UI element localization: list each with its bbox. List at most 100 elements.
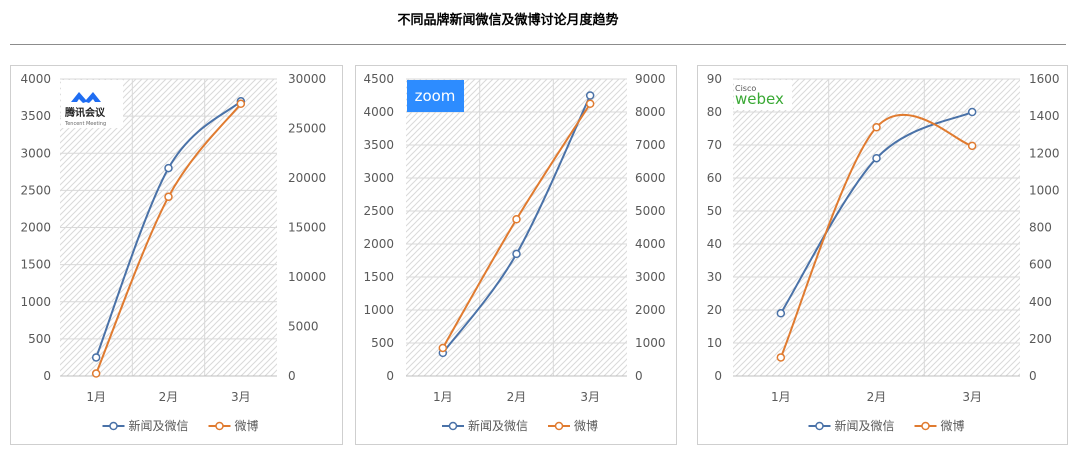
y-right-tick-label: 7000 [635, 138, 666, 152]
series-line-1 [779, 113, 973, 358]
legend-label: 微博 [574, 418, 598, 433]
x-tick-label: 2月 [159, 390, 179, 404]
y-left-tick-label: 20 [707, 303, 722, 317]
y-left-tick-label: 4000 [363, 105, 394, 119]
data-point [438, 343, 448, 353]
data-point [967, 107, 977, 117]
y-right-tick-label: 3000 [635, 270, 666, 284]
x-tick-label: 2月 [507, 390, 527, 404]
y-left-tick-label: 3500 [20, 109, 51, 123]
tencent-meeting-logo: 腾讯会议 Tencent Meeting [61, 80, 123, 128]
y-left-tick-label: 1500 [20, 258, 51, 272]
zoom-logo: zoom [407, 80, 464, 112]
y-right-tick-label: 4000 [635, 237, 666, 251]
x-tick-label: 1月 [433, 390, 453, 404]
y-right-tick-label: 1600 [1029, 72, 1060, 86]
y-right-tick-label: 600 [1029, 258, 1052, 272]
y-left-tick-label: 60 [707, 171, 722, 185]
data-point [967, 141, 977, 151]
chart-panel-tencent: 0 500 1000 1500 2000 2500 3000 3500 4000 0 5000 100… [10, 65, 343, 445]
y-left-tick-label: 30 [707, 270, 722, 284]
y-right-tick-label: 20000 [288, 171, 326, 185]
x-tick-label: 1月 [771, 390, 791, 404]
data-point [91, 369, 101, 378]
y-left-tick-label: 3000 [363, 171, 394, 185]
legend-marker [215, 421, 224, 431]
y-right-tick-label: 10000 [288, 270, 326, 284]
y-right-tick-label: 6000 [635, 171, 666, 185]
y-right-tick-label: 1400 [1029, 109, 1060, 123]
svg-text:腾讯会议: 腾讯会议 [64, 106, 106, 119]
y-left-tick-label: 0 [386, 369, 394, 383]
data-point [512, 215, 521, 224]
chart-svg-webex: 0 10 20 30 40 50 60 70 80 90 0 200 400 600 800 1000 1200… [707, 72, 1060, 433]
y-left-tick-label: 2000 [363, 237, 394, 251]
legend-marker [109, 421, 118, 431]
legend-label: 微博 [235, 418, 259, 433]
y-right-tick-label: 0 [288, 369, 296, 383]
y-left-tick-label: 40 [707, 237, 722, 251]
chart-svg-tencent: 0 500 1000 1500 2000 2500 3000 3500 4000 0 5000 100… [20, 72, 326, 433]
x-tick-label: 3月 [231, 390, 251, 404]
series-line-0 [779, 111, 973, 314]
data-point [164, 163, 173, 173]
data-point [585, 99, 595, 108]
x-tick-label: 3月 [580, 390, 600, 404]
y-right-tick-label: 800 [1029, 221, 1052, 235]
svg-text:webex: webex [735, 90, 784, 108]
x-tick-label: 1月 [86, 390, 106, 404]
data-point [164, 192, 173, 202]
y-left-tick-label: 3000 [20, 146, 51, 160]
data-point [585, 91, 595, 100]
y-left-tick-label: 1500 [363, 270, 394, 284]
y-left-tick-label: 2000 [20, 221, 51, 235]
x-tick-label: 3月 [962, 390, 982, 404]
data-point [872, 153, 881, 163]
y-left-tick-label: 4500 [363, 72, 394, 86]
y-left-tick-label: 1000 [363, 303, 394, 317]
svg-text:Cisco: Cisco [735, 84, 756, 93]
data-point [776, 309, 786, 318]
y-right-tick-label: 2000 [635, 303, 666, 317]
y-right-tick-label: 0 [635, 369, 643, 383]
y-right-tick-label: 1000 [1029, 183, 1060, 197]
legend-label: 微博 [941, 418, 965, 433]
y-left-tick-label: 0 [43, 369, 51, 383]
chart-svg-zoom: 0 500 1000 1500 2000 2500 3000 3500 4000 4500 0 100… [363, 72, 666, 433]
svg-text:zoom: zoom [415, 87, 456, 105]
data-point [236, 99, 246, 108]
legend-label: 新闻及微信 [129, 418, 189, 433]
y-left-tick-label: 50 [707, 204, 722, 218]
y-left-tick-label: 0 [714, 369, 722, 383]
chart-panel-webex: 0 10 20 30 40 50 60 70 80 90 0 200 400 600 800 1000 1200… [697, 65, 1068, 445]
y-right-tick-label: 15000 [288, 221, 326, 235]
y-right-tick-label: 9000 [635, 72, 666, 86]
y-left-tick-label: 500 [28, 332, 51, 346]
y-right-tick-label: 400 [1029, 295, 1052, 309]
y-left-tick-label: 90 [707, 72, 722, 86]
y-left-tick-label: 3500 [363, 138, 394, 152]
legend-marker [815, 421, 824, 431]
legend-label: 新闻及微信 [468, 418, 528, 433]
y-left-tick-label: 10 [707, 336, 722, 350]
data-point [512, 249, 521, 259]
series-line-0 [95, 100, 242, 358]
y-right-tick-label: 1200 [1029, 146, 1060, 160]
y-left-tick-label: 1000 [20, 295, 51, 309]
y-left-tick-label: 500 [371, 336, 394, 350]
chart-panel-zoom: 0 500 1000 1500 2000 2500 3000 3500 4000 4500 0 100… [355, 65, 677, 445]
y-right-tick-label: 0 [1029, 369, 1037, 383]
legend-marker [921, 421, 930, 431]
legend-marker [554, 421, 564, 431]
x-tick-label: 2月 [867, 390, 887, 404]
y-left-tick-label: 70 [707, 138, 722, 152]
plot-area [406, 79, 627, 376]
data-point [872, 123, 881, 132]
y-left-tick-label: 80 [707, 105, 722, 119]
title-divider [10, 44, 1066, 45]
page-title: 不同品牌新闻微信及微博讨论月度趋势 [397, 13, 619, 28]
y-left-tick-label: 4000 [20, 72, 51, 86]
y-right-tick-label: 5000 [635, 204, 666, 218]
y-right-tick-label: 200 [1029, 332, 1052, 346]
